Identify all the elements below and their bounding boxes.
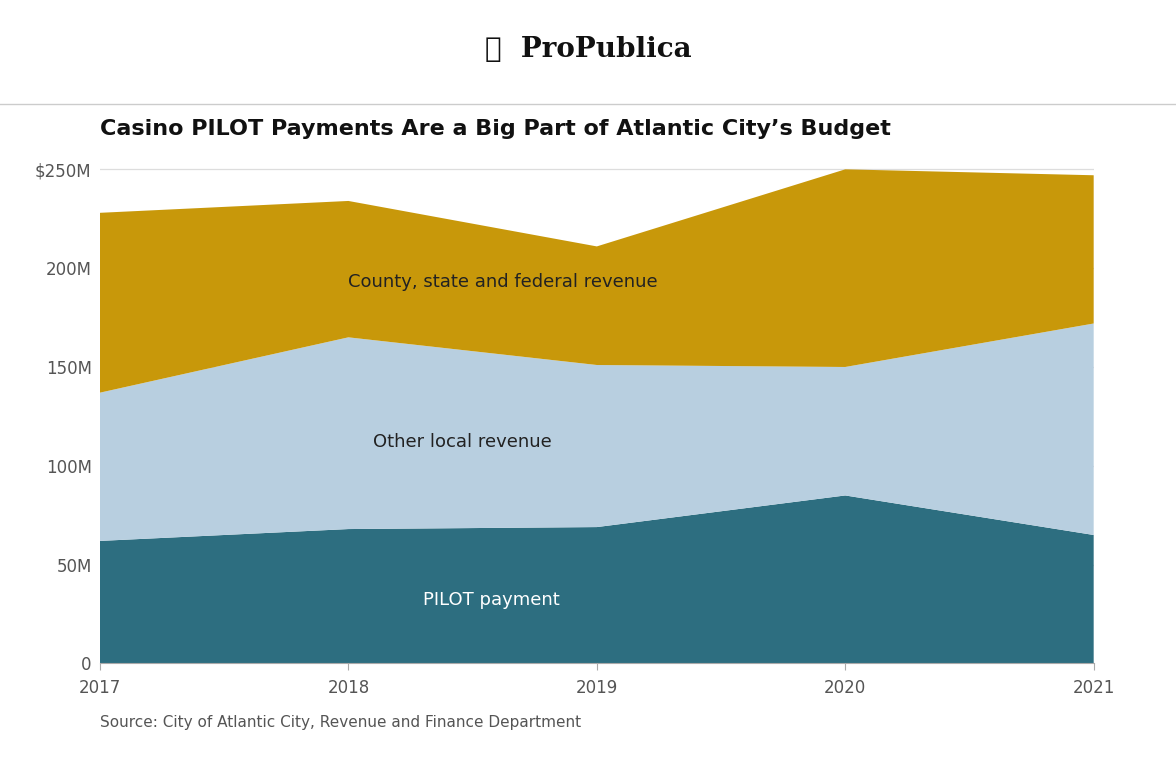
Text: County, state and federal revenue: County, state and federal revenue	[348, 273, 659, 291]
Text: Casino PILOT Payments Are a Big Part of Atlantic City’s Budget: Casino PILOT Payments Are a Big Part of …	[100, 119, 891, 139]
Text: Other local revenue: Other local revenue	[373, 433, 552, 451]
Text: Source: City of Atlantic City, Revenue and Finance Department: Source: City of Atlantic City, Revenue a…	[100, 715, 581, 730]
Text: Ⓟ  ProPublica: Ⓟ ProPublica	[485, 36, 691, 64]
Text: PILOT payment: PILOT payment	[423, 591, 560, 609]
